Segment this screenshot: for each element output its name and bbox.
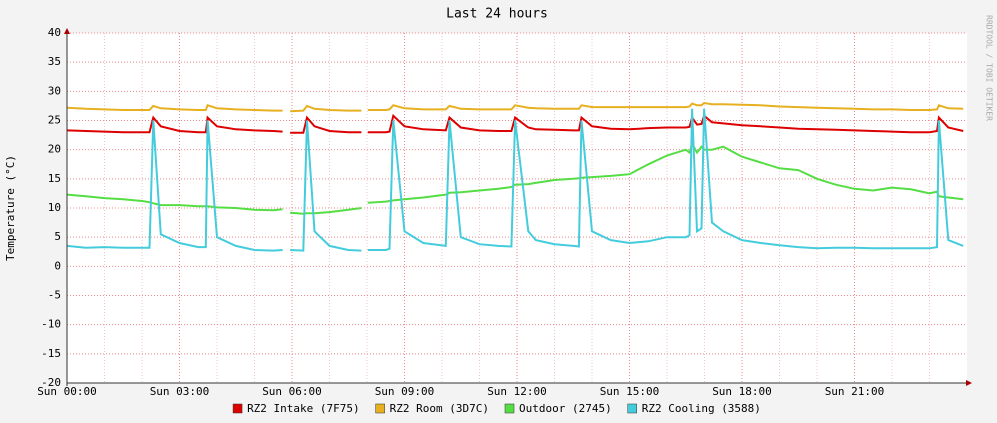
y-tick-label: 5 (54, 230, 61, 243)
legend-swatch (627, 403, 637, 414)
legend-swatch (232, 403, 243, 414)
legend-label: RZ2 Cooling (3588) (642, 402, 761, 415)
x-tick-label: Sun 06:00 (262, 385, 322, 398)
legend: RZ2 Intake (7F75) RZ2 Room (3D7C) Outdoor … (232, 402, 761, 415)
y-tick-label: -15 (41, 347, 61, 360)
legend-label: Outdoor (2745) (519, 402, 612, 415)
y-tick-label: 0 (54, 259, 61, 272)
legend-label: RZ2 Intake (7F75) (247, 402, 360, 415)
legend-swatch (504, 403, 515, 414)
y-axis-label: Temperature (°C) (4, 155, 17, 261)
series-line (66, 101, 964, 113)
x-tick-label: Sun 09:00 (375, 385, 435, 398)
lines (66, 101, 964, 252)
series-line (66, 113, 964, 134)
x-tick-label: Sun 12:00 (487, 385, 547, 398)
y-tick-label: 15 (48, 172, 61, 185)
y-tick-label: 40 (48, 26, 61, 39)
legend-label: RZ2 Room (3D7C) (390, 402, 489, 415)
y-tick-label: -10 (41, 318, 61, 331)
series-line (66, 108, 964, 252)
x-tick-label: Sun 15:00 (600, 385, 660, 398)
y-tick-label: 30 (48, 84, 61, 97)
y-tick-label: -5 (48, 289, 61, 302)
chart-title: Last 24 hours (446, 7, 548, 22)
watermark: RRDTOOL / TOBI OETIKER (985, 15, 994, 121)
y-tick-label: -20 (41, 376, 61, 389)
legend-swatch (375, 403, 385, 414)
y-tick-label: 25 (48, 114, 61, 127)
y-arrow (64, 28, 70, 34)
y-tick-label: 20 (48, 143, 61, 156)
x-tick-label: Sun 03:00 (150, 385, 210, 398)
x-tick-label: Sun 00:00 (37, 385, 97, 398)
y-tick-label: 35 (48, 55, 61, 68)
x-tick-label: Sun 21:00 (825, 385, 885, 398)
y-tick-label: 10 (48, 201, 61, 214)
x-tick-label: Sun 18:00 (712, 385, 772, 398)
x-arrow (966, 380, 972, 386)
